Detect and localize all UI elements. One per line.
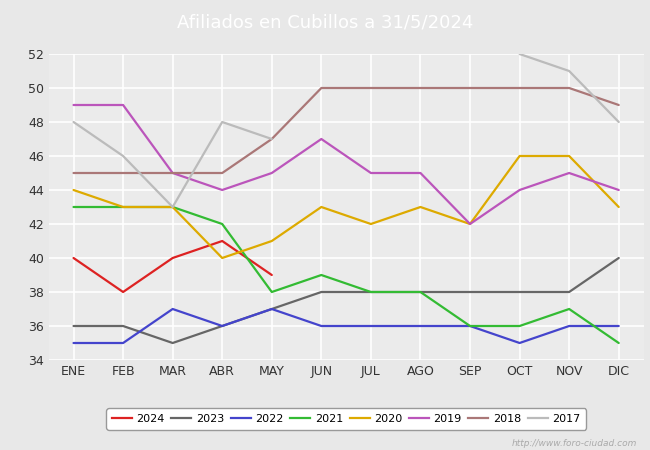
Text: http://www.foro-ciudad.com: http://www.foro-ciudad.com xyxy=(512,439,637,448)
Legend: 2024, 2023, 2022, 2021, 2020, 2019, 2018, 2017: 2024, 2023, 2022, 2021, 2020, 2019, 2018… xyxy=(107,409,586,429)
Text: Afiliados en Cubillos a 31/5/2024: Afiliados en Cubillos a 31/5/2024 xyxy=(177,14,473,32)
